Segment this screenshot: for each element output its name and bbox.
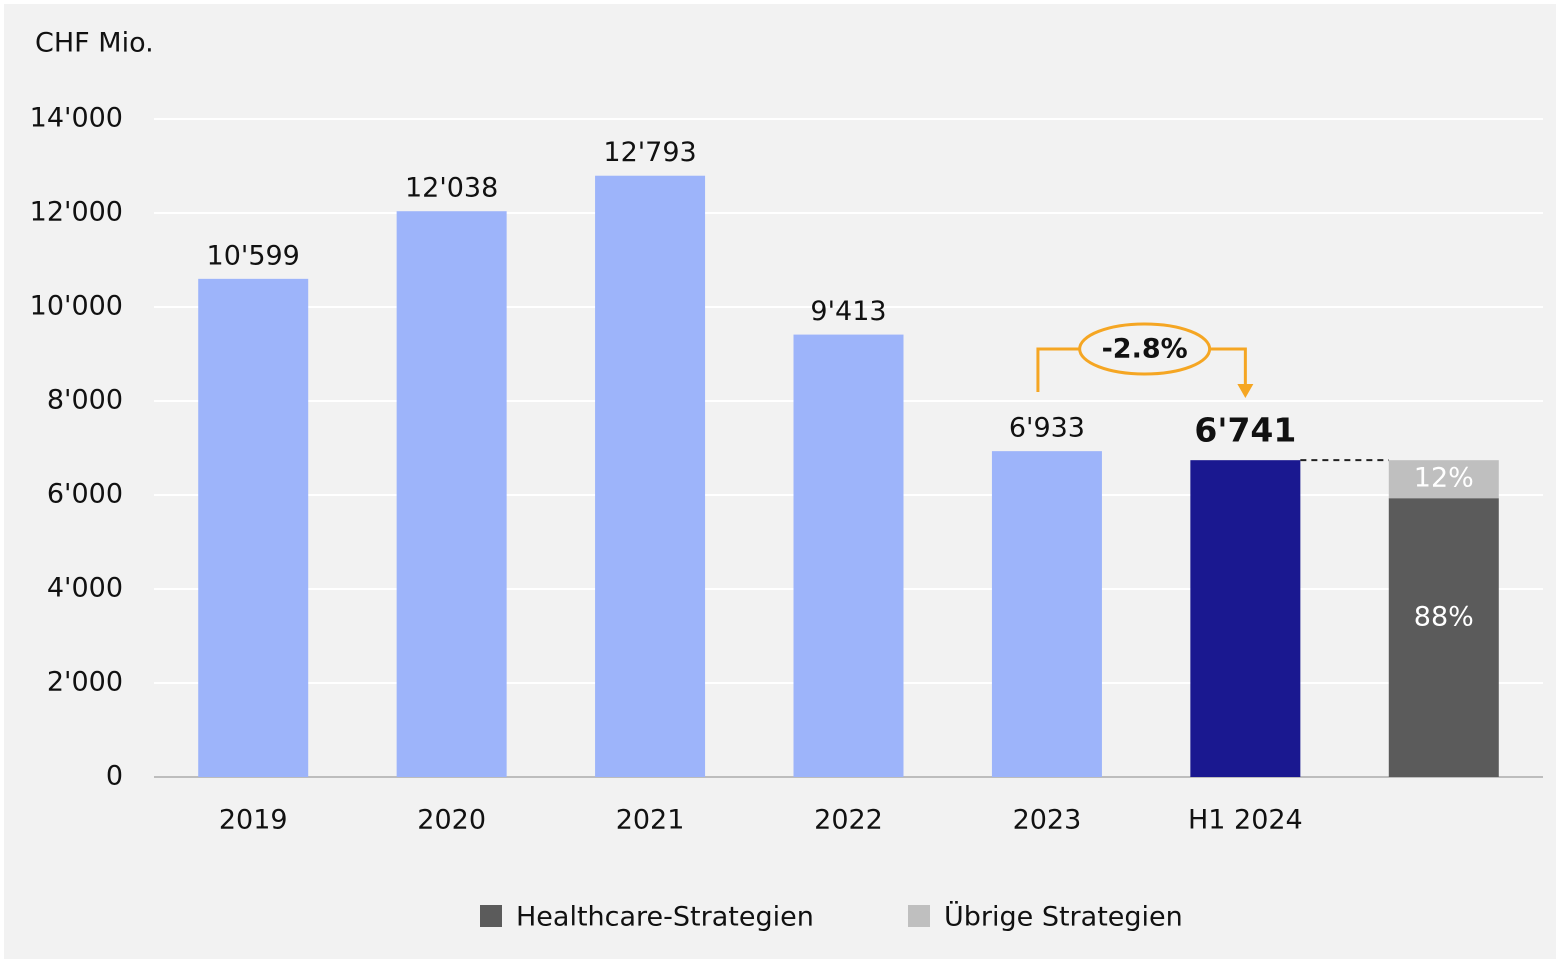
segment-label: 88% [1414, 602, 1474, 633]
legend-label: Healthcare-Strategien [516, 902, 814, 933]
y-tick-label: 14'000 [30, 103, 123, 134]
data-label: 9'413 [810, 296, 886, 327]
y-tick-label: 6'000 [47, 479, 123, 510]
bar [1190, 460, 1301, 777]
annotation-arrowhead [1237, 384, 1254, 398]
data-label: 12'793 [603, 137, 696, 168]
stacked-segment [1388, 498, 1499, 777]
stacked-segment [1388, 460, 1499, 499]
annotation-ellipse [1078, 322, 1212, 376]
x-tick-label: 2021 [616, 805, 685, 836]
data-label: 6'933 [1009, 413, 1085, 444]
bar [793, 334, 904, 777]
y-tick-label: 12'000 [30, 197, 123, 228]
annotation-text: -2.8% [1102, 334, 1188, 365]
legend-swatch [480, 905, 502, 927]
x-tick-label: 2019 [219, 805, 288, 836]
x-tick-label: 2020 [417, 805, 486, 836]
y-tick-label: 10'000 [30, 291, 123, 322]
bar [198, 278, 309, 777]
x-tick-label: H1 2024 [1188, 805, 1303, 836]
y-tick-label: 0 [106, 761, 123, 792]
data-label: 6'741 [1194, 411, 1296, 450]
bar [595, 175, 706, 777]
data-label: 12'038 [405, 173, 498, 204]
legend-swatch [908, 905, 930, 927]
data-label: 10'599 [207, 240, 300, 271]
y-tick-label: 8'000 [47, 385, 123, 416]
segment-label: 12% [1414, 463, 1474, 494]
x-tick-label: 2023 [1013, 805, 1082, 836]
annotation-bracket [1036, 347, 1247, 392]
y-axis-label: CHF Mio. [35, 28, 154, 59]
y-tick-label: 2'000 [47, 667, 123, 698]
legend-label: Übrige Strategien [944, 901, 1183, 933]
bar [396, 211, 507, 778]
y-tick-label: 4'000 [47, 573, 123, 604]
bar [991, 451, 1102, 777]
x-tick-label: 2022 [814, 805, 883, 836]
